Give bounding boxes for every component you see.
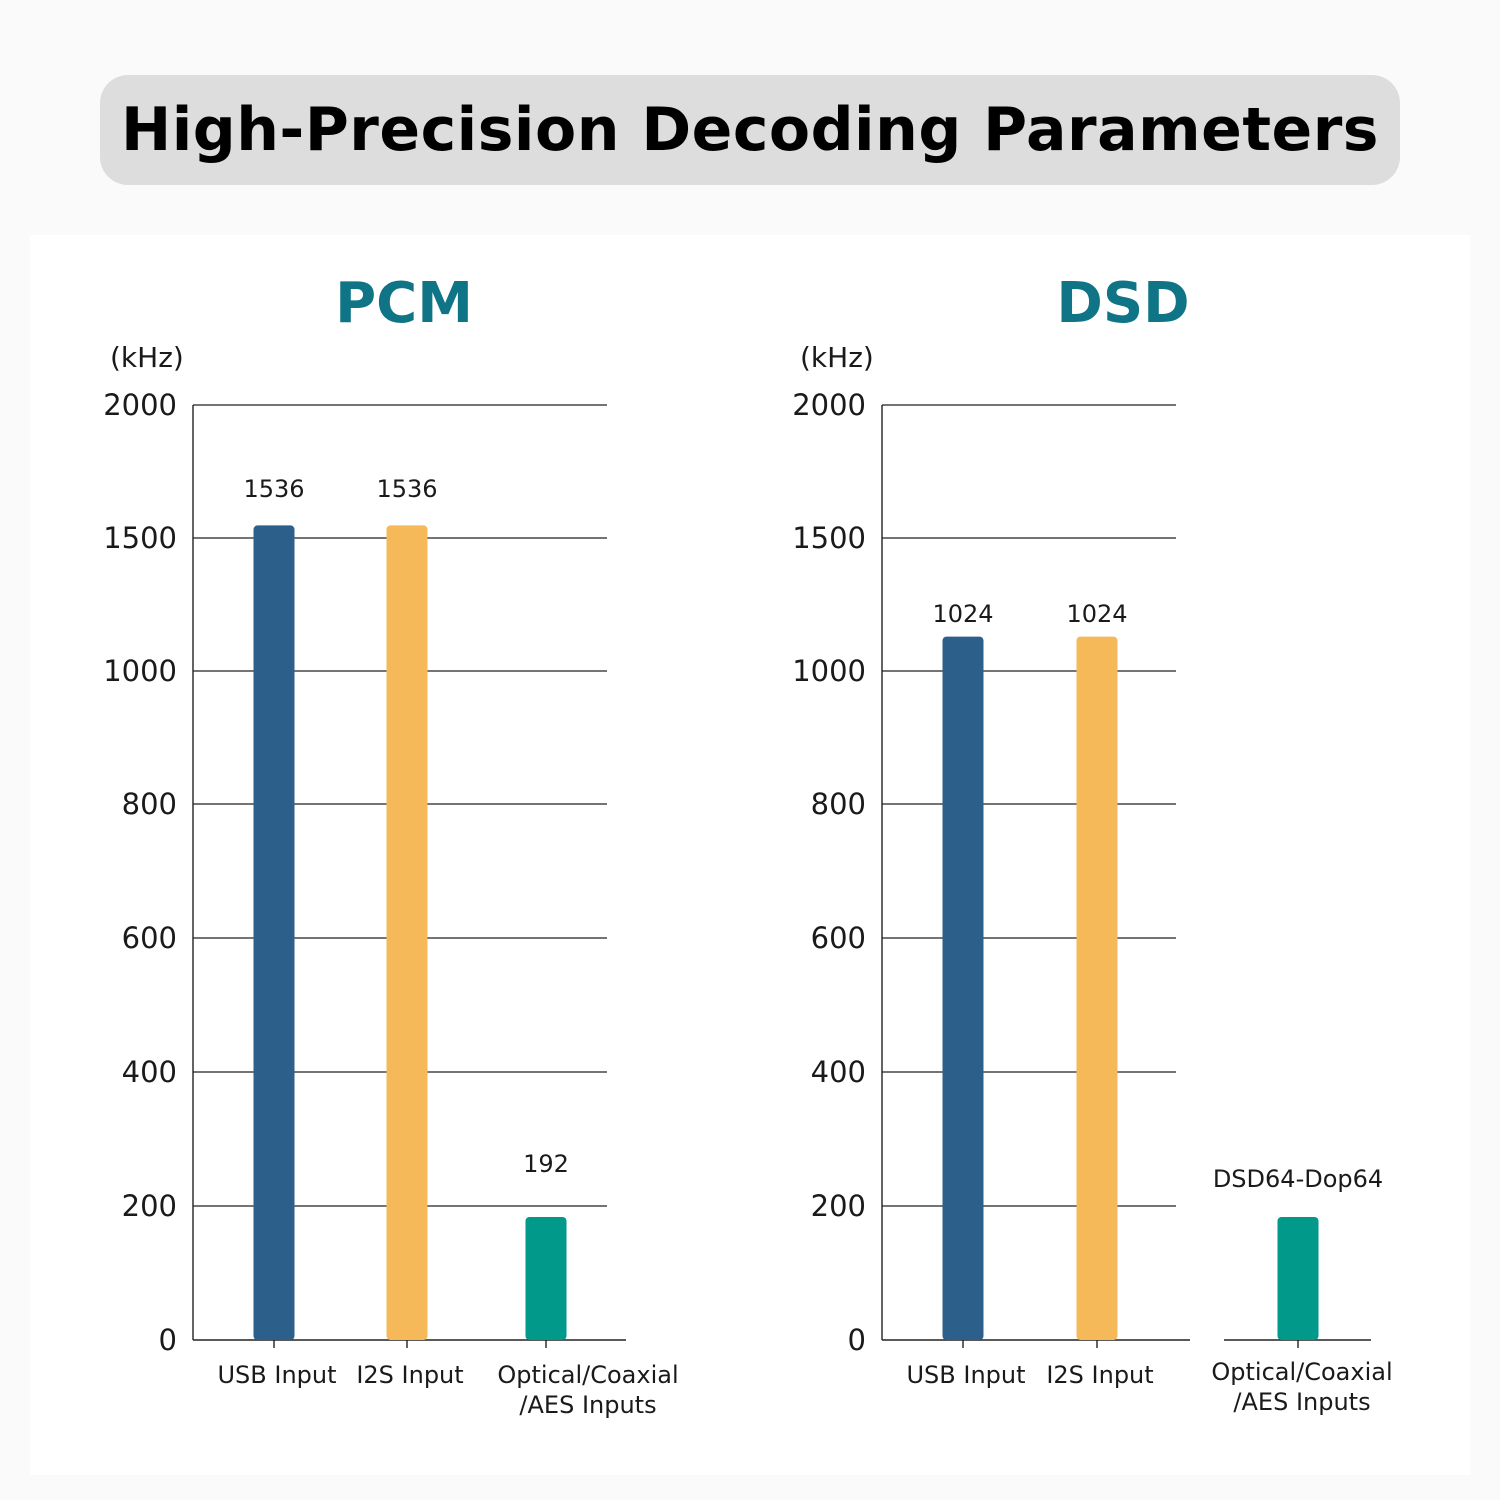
pcm-category-label: Optical/Coaxial xyxy=(497,1361,678,1389)
pcm-tick-label: 800 xyxy=(122,787,177,821)
pcm-bar xyxy=(386,525,428,1340)
pcm-tick-label: 1500 xyxy=(103,521,177,555)
dsd-data-label: 1024 xyxy=(932,600,993,628)
pcm-category-label: /AES Inputs xyxy=(519,1391,656,1419)
pcm-tick-label: 0 xyxy=(159,1323,177,1357)
pcm-data-label: 192 xyxy=(523,1150,569,1178)
dsd-tick-label: 1000 xyxy=(792,654,866,688)
pcm-bar xyxy=(253,525,295,1340)
pcm-data-label: 1536 xyxy=(376,475,437,503)
pcm-category-label: I2S Input xyxy=(356,1361,463,1389)
dsd-data-label: 1024 xyxy=(1066,600,1127,628)
pcm-tick-label: 2000 xyxy=(103,388,177,422)
dsd-chart-title: DSD xyxy=(1056,271,1189,336)
dsd-tick-label: 800 xyxy=(811,787,866,821)
dsd-unit-label: (kHz) xyxy=(800,341,874,374)
pcm-tick-label: 600 xyxy=(122,921,177,955)
dsd-tick-label: 600 xyxy=(811,921,866,955)
dsd-bar xyxy=(1277,1217,1319,1340)
title-banner: High-Precision Decoding Parameters xyxy=(100,75,1400,185)
dsd-bar xyxy=(942,636,984,1340)
page-title: High-Precision Decoding Parameters xyxy=(120,95,1379,165)
pcm-tick-label: 400 xyxy=(122,1055,177,1089)
dsd-category-label: Optical/Coaxial xyxy=(1211,1358,1392,1386)
dsd-category-label: I2S Input xyxy=(1046,1361,1153,1389)
pcm-category-label: USB Input xyxy=(217,1361,336,1389)
dsd-category-label: /AES Inputs xyxy=(1233,1388,1370,1416)
dsd-tick-label: 1500 xyxy=(792,521,866,555)
dsd-tick-label: 2000 xyxy=(792,388,866,422)
dsd-data-label: DSD64-Dop64 xyxy=(1213,1165,1383,1193)
dsd-tick-label: 200 xyxy=(811,1189,866,1223)
pcm-tick-label: 200 xyxy=(122,1189,177,1223)
dsd-tick-label: 0 xyxy=(848,1323,866,1357)
dsd-category-label: USB Input xyxy=(906,1361,1025,1389)
pcm-bar xyxy=(525,1217,567,1340)
dsd-tick-label: 400 xyxy=(811,1055,866,1089)
pcm-unit-label: (kHz) xyxy=(110,341,184,374)
dsd-bar xyxy=(1076,636,1118,1340)
pcm-chart-title: PCM xyxy=(335,271,473,336)
pcm-data-label: 1536 xyxy=(243,475,304,503)
pcm-tick-label: 1000 xyxy=(103,654,177,688)
